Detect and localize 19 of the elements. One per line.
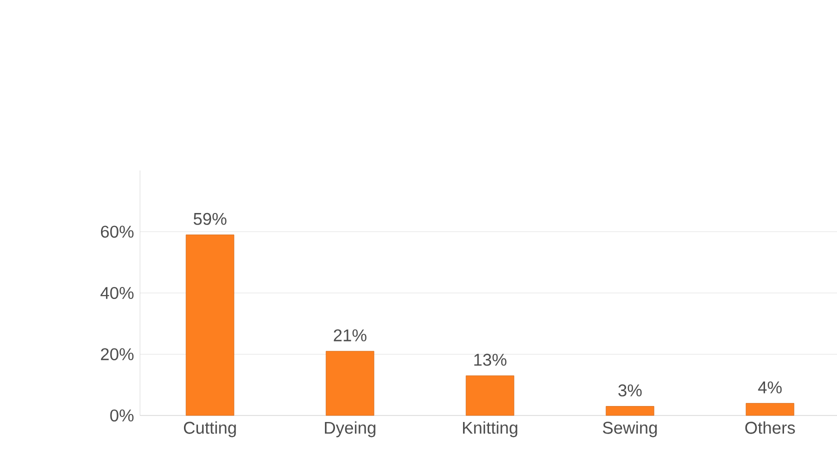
y-tick-label: 20%: [100, 348, 134, 360]
y-tick-label: 0%: [110, 409, 134, 422]
data-label: 4%: [758, 381, 782, 394]
x-tick-label: Knitting: [463, 421, 518, 438]
data-label: 3%: [618, 384, 642, 396]
x-tick-label: Dyeing: [324, 421, 376, 438]
y-tick-label: 60%: [100, 226, 134, 238]
data-label: 21%: [334, 329, 366, 342]
bar: [606, 406, 654, 416]
bar: [186, 234, 234, 416]
x-tick-label: Sewing: [602, 421, 657, 438]
x-tick-label: Cutting: [184, 421, 236, 438]
data-label: 13%: [474, 354, 506, 366]
x-tick-label: Others: [745, 421, 795, 434]
y-tick-label: 40%: [100, 286, 134, 300]
bar: [326, 350, 374, 416]
bar: [746, 403, 794, 416]
bar: [466, 375, 514, 416]
data-label: 59%: [194, 212, 226, 225]
